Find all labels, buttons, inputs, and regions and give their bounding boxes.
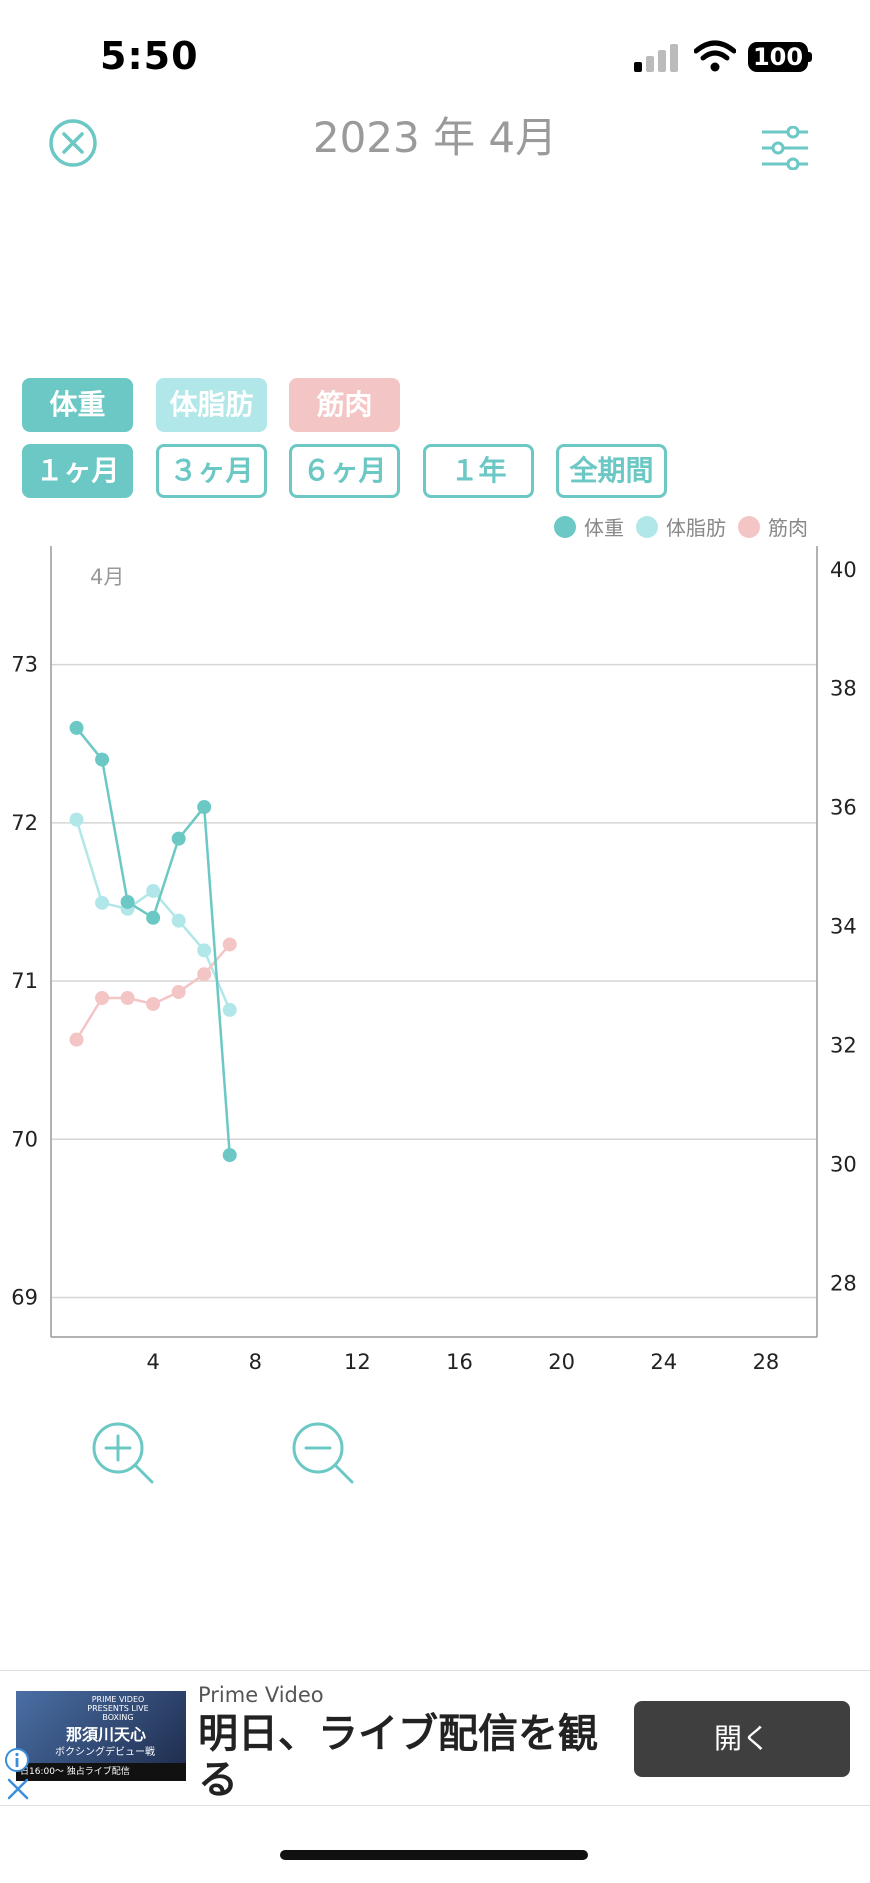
data-point-1[interactable] [95, 895, 110, 910]
ad-thumb-top: PRIME VIDEO PRESENTS LIVE BOXING [87, 1695, 149, 1722]
ad-thumb-bar: 日16:00〜 独占ライブ配信 [16, 1763, 186, 1781]
legend-label-muscle: 筋肉 [768, 516, 808, 540]
data-point-0[interactable] [146, 910, 161, 925]
ad-close-icon[interactable] [6, 1777, 30, 1801]
page-title: 2023 年 4月 [312, 113, 558, 162]
legend-item-body-fat: 体脂肪 [636, 512, 726, 541]
data-point-1[interactable] [69, 812, 84, 827]
data-point-2[interactable] [69, 1032, 84, 1047]
x-tick-label: 28 [753, 1350, 780, 1370]
x-tick-label: 16 [446, 1350, 473, 1370]
tab-body-fat[interactable]: 体脂肪 [156, 378, 267, 432]
sliders-icon[interactable] [760, 126, 810, 170]
ad-headline: 明日、ライブ配信を観る [198, 1711, 598, 1803]
legend-dot-weight [554, 515, 576, 538]
y-left-tick-label: 70 [11, 1127, 38, 1151]
legend-label-body-fat: 体脂肪 [666, 516, 726, 540]
month-label: 4月 [90, 565, 124, 589]
battery-nub [808, 52, 812, 62]
y-left-tick-label: 69 [11, 1285, 38, 1309]
data-point-0[interactable] [120, 894, 135, 909]
data-point-0[interactable] [69, 720, 84, 735]
data-point-2[interactable] [95, 991, 110, 1005]
data-point-0[interactable] [171, 831, 186, 846]
y-right-tick-label: 34 [830, 915, 857, 939]
y-right-tick-label: 32 [830, 1034, 857, 1058]
legend-dot-muscle [738, 515, 760, 538]
weight-chart[interactable]: 73 72 71 70 69 40 38 36 34 32 30 28 4 8 12 16 20 24 28 4月 [0, 540, 870, 1370]
ad-open-button[interactable]: 開く [634, 1701, 850, 1777]
zoom-out-icon[interactable] [290, 1420, 356, 1486]
zoom-in-icon[interactable] [90, 1420, 156, 1486]
close-circle-icon[interactable] [48, 118, 98, 168]
data-point-1[interactable] [171, 913, 186, 928]
x-tick-label: 4 [146, 1350, 159, 1370]
x-tick-label: 12 [344, 1350, 371, 1370]
x-tick-label: 8 [249, 1350, 262, 1370]
chart-legend: 体重 体脂肪 筋肉 [554, 512, 808, 541]
data-point-2[interactable] [222, 937, 237, 952]
data-point-1[interactable] [222, 1002, 237, 1017]
ad-thumbnail[interactable]: PRIME VIDEO PRESENTS LIVE BOXING 那須川天心 ボ… [16, 1691, 186, 1781]
legend-item-muscle: 筋肉 [738, 512, 808, 541]
data-point-0[interactable] [95, 752, 110, 767]
data-point-1[interactable] [146, 883, 161, 898]
y-left-tick-label: 72 [11, 811, 38, 835]
y-right-tick-label: 36 [830, 796, 857, 820]
y-right-tick-label: 30 [830, 1153, 857, 1177]
battery-indicator: 100 [748, 42, 808, 72]
cellular-signal-icon [634, 44, 678, 72]
data-point-1[interactable] [197, 943, 212, 958]
data-point-2[interactable] [120, 991, 135, 1005]
y-right-tick-label: 40 [830, 558, 857, 582]
x-tick-label: 20 [548, 1350, 575, 1370]
wifi-icon [694, 40, 736, 72]
home-indicator [280, 1850, 588, 1860]
y-right-tick-label: 38 [830, 677, 857, 701]
data-point-2[interactable] [171, 985, 186, 1000]
legend-dot-body-fat [636, 515, 658, 538]
period-3-months[interactable]: ３ヶ月 [156, 444, 267, 498]
series-line-0 [75, 727, 231, 1156]
period-1-year[interactable]: １年 [423, 444, 534, 498]
legend-item-weight: 体重 [554, 512, 624, 541]
period-all[interactable]: 全期間 [556, 444, 667, 498]
ad-thumb-sub: ボクシングデビュー戦 [55, 1747, 155, 1758]
tab-muscle[interactable]: 筋肉 [289, 378, 400, 432]
data-point-0[interactable] [222, 1148, 237, 1163]
tab-weight[interactable]: 体重 [22, 378, 133, 432]
y-right-tick-label: 28 [830, 1271, 857, 1295]
ad-brand: Prime Video [198, 1683, 324, 1707]
ad-banner[interactable]: PRIME VIDEO PRESENTS LIVE BOXING 那須川天心 ボ… [0, 1670, 870, 1806]
period-6-months[interactable]: ６ヶ月 [289, 444, 400, 498]
period-1-month[interactable]: １ヶ月 [22, 444, 133, 498]
data-point-0[interactable] [197, 800, 212, 815]
ad-thumb-title: 那須川天心 [65, 1725, 146, 1744]
y-left-tick-label: 73 [11, 653, 38, 677]
status-time: 5:50 [100, 34, 199, 78]
data-point-2[interactable] [146, 996, 161, 1011]
x-tick-label: 24 [650, 1350, 677, 1370]
data-point-2[interactable] [197, 967, 212, 982]
legend-label-weight: 体重 [584, 516, 624, 540]
y-left-tick-label: 71 [11, 969, 38, 993]
ad-info-icon[interactable] [4, 1747, 30, 1773]
